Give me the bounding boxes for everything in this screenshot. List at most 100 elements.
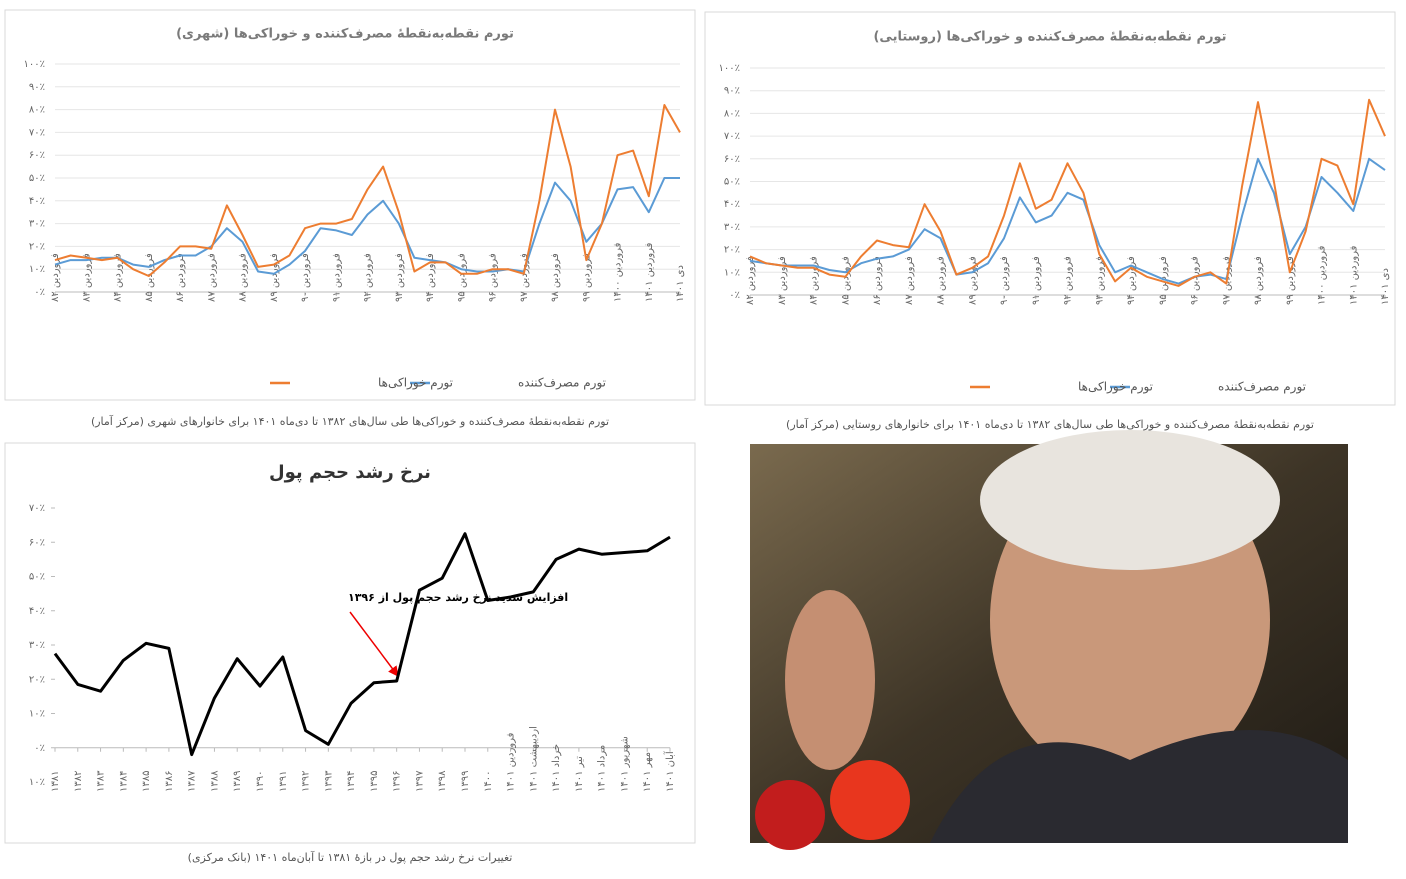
x-tick-label: فروردین ۹۱ — [331, 253, 342, 302]
legend-label: تورم مصرف‌کننده — [1218, 380, 1306, 395]
x-tick-label: ۱۳۹۲ — [301, 771, 312, 792]
y-tick-label: ۸۰٪ — [29, 105, 45, 116]
x-tick-label: فروردین ۱۴۰۱ — [644, 242, 655, 302]
y-tick-label: ۷۰٪ — [724, 131, 740, 142]
chart-title: تورم نقطه‌به‌نقطهٔ مصرف‌کننده و خوراکی‌ه… — [873, 30, 1226, 45]
x-tick-label: شهریور ۱۴۰۱ — [619, 736, 630, 792]
x-tick-label: فروردین ۱۴۰۱ — [1348, 245, 1359, 305]
legend-label: تورم مصرف‌کننده — [518, 376, 606, 391]
x-tick-label: فروردین ۸۶ — [175, 253, 186, 302]
x-tick-label: ۱۳۸۵ — [141, 771, 152, 792]
x-tick-label: مرداد ۱۴۰۱ — [597, 745, 608, 792]
x-tick-label: فروردین ۸۹ — [967, 256, 978, 305]
x-tick-label: فروردین ۸۳ — [81, 253, 92, 302]
y-tick-label: ۱۰۰٪ — [719, 63, 740, 74]
x-tick-label: ۱۳۸۹ — [232, 771, 243, 792]
x-tick-label: فروردین ۱۴۰۰ — [613, 242, 624, 302]
x-tick-label: ۱۳۸۲ — [73, 771, 84, 792]
caption: تورم نقطه‌به‌نقطهٔ مصرف‌کننده و خوراکی‌ه… — [786, 417, 1314, 431]
y-tick-label: ۳۰٪ — [29, 219, 45, 230]
y-tick-label: ۷۰٪ — [29, 503, 45, 514]
x-tick-label: فروردین ۹۲ — [363, 253, 374, 302]
x-tick-label: فروردین ۹۲ — [1063, 256, 1074, 305]
x-tick-label: فروردین ۸۸ — [936, 256, 947, 305]
x-tick-label: فروردین ۹۳ — [1094, 256, 1105, 305]
y-tick-label: ۷۰٪ — [29, 127, 45, 138]
x-tick-label: فروردین ۹۱ — [1031, 256, 1042, 305]
y-tick-label: ۵۰٪ — [29, 173, 45, 184]
x-tick-label: فروردین ۹۹ — [1285, 256, 1296, 305]
y-tick-label: ۶۰٪ — [29, 537, 45, 548]
x-tick-label: ۱۳۹۱ — [278, 771, 289, 792]
x-tick-label: فروردین ۸۵ — [840, 256, 851, 305]
x-tick-label: فروردین ۸۴ — [809, 256, 820, 305]
caption: تورم نقطه‌به‌نقطهٔ مصرف‌کننده و خوراکی‌ه… — [91, 414, 609, 428]
x-tick-label: ۱۴۰۰ — [483, 771, 494, 792]
x-tick-label: ۱۳۸۶ — [164, 771, 175, 792]
x-tick-label: فروردین ۸۷ — [206, 253, 217, 302]
x-tick-label: فروردین ۱۴۰۰ — [1317, 245, 1328, 305]
x-tick-label: فروردین ۸۴ — [113, 253, 124, 302]
x-tick-label: فروردین ۹۶ — [1190, 256, 1201, 305]
x-tick-label: فروردین ۹۴ — [1126, 256, 1137, 305]
x-tick-label: فروردین ۸۵ — [144, 253, 155, 302]
chart-frame — [704, 11, 1396, 406]
x-tick-label: ۱۳۹۶ — [392, 771, 403, 792]
x-tick-label: ۱۳۸۳ — [96, 770, 107, 792]
x-tick-label: تیر ۱۴۰۱ — [574, 756, 585, 792]
y-tick-label: ۲۰٪ — [724, 245, 740, 256]
y-tick-label: ۰٪ — [34, 743, 45, 754]
x-tick-label: فروردین ۸۸ — [238, 253, 249, 302]
x-tick-label: ۱۳۹۳ — [323, 770, 334, 792]
y-tick-label: ۶۰٪ — [724, 154, 740, 165]
chart-title: نرخ رشد حجم پول — [269, 462, 431, 483]
x-tick-label: فروردین ۹۰ — [300, 253, 311, 302]
y-tick-label: ۰٪ — [34, 287, 45, 298]
x-tick-label: فروردین ۹۶ — [488, 253, 499, 302]
y-tick-label: ۳۰٪ — [29, 640, 45, 651]
annotation-arrow — [349, 611, 399, 677]
y-tick-label: ۴۰٪ — [29, 606, 45, 617]
x-tick-label: فروردین ۸۶ — [872, 256, 883, 305]
y-tick-label: ۲۰٪ — [29, 674, 45, 685]
x-tick-label: فروردین ۹۹ — [581, 253, 592, 302]
x-tick-label: فروردین ۸۲ — [745, 256, 756, 305]
x-tick-label: فروردین ۹۷ — [519, 253, 530, 302]
series-line — [53, 532, 671, 757]
y-tick-label: ۹۰٪ — [29, 82, 45, 93]
x-tick-label: ۱۳۹۴ — [346, 771, 357, 792]
series-line — [54, 177, 680, 275]
y-tick-label: ۶۰٪ — [29, 150, 45, 161]
y-tick-label: ۵۰٪ — [29, 572, 45, 583]
x-tick-label: فروردین ۹۵ — [456, 253, 467, 302]
x-tick-label: ۱۳۹۵ — [369, 771, 380, 792]
legend-label: تورم خوراکی‌ها — [1078, 380, 1153, 395]
x-tick-label: ۱۳۸۷ — [187, 770, 198, 792]
x-tick-label: ۱۳۸۸ — [209, 770, 220, 792]
x-tick-label: ۱۳۸۱ — [50, 771, 61, 792]
x-tick-label: ۱۳۹۸ — [437, 770, 448, 792]
x-tick-label: فروردین ۹۸ — [1253, 256, 1264, 305]
legend-label: تورم خوراکی‌ها — [378, 376, 453, 391]
x-tick-label: دی ۱۴۰۱ — [675, 265, 686, 302]
x-tick-label: ۱۳۹۹ — [460, 771, 471, 792]
y-tick-label: ۴۰٪ — [29, 196, 45, 207]
y-tick-label: ۰٪ — [729, 290, 740, 301]
y-tick-label: ۱۰٪ — [29, 264, 45, 275]
x-tick-label: مهر ۱۴۰۱ — [642, 752, 653, 792]
series-line — [54, 104, 681, 277]
y-tick-label: ۱۰٪ — [29, 709, 45, 720]
x-tick-label: ۱۳۸۴ — [118, 771, 129, 792]
x-tick-label: فروردین ۸۹ — [269, 253, 280, 302]
y-tick-label: ۳۰٪ — [724, 222, 740, 233]
x-tick-label: خرداد ۱۴۰۱ — [551, 744, 562, 792]
x-tick-label: فروردین ۹۰ — [999, 256, 1010, 305]
y-tick-label: ۹۰٪ — [724, 86, 740, 97]
x-tick-label: ۱۳۹۷ — [414, 770, 425, 792]
x-tick-label: اردیبهشت ۱۴۰۱ — [528, 726, 539, 792]
y-tick-label: ۴۰٪ — [724, 199, 740, 210]
y-tick-label: ۵۰٪ — [724, 177, 740, 188]
chart-frame — [4, 9, 696, 401]
x-tick-label: دی ۱۴۰۱ — [1380, 268, 1391, 305]
